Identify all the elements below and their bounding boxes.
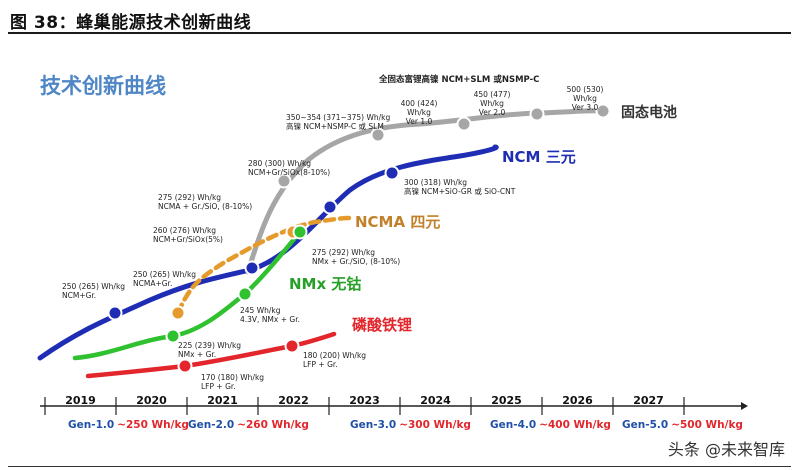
- series-0-point-0: [276, 173, 292, 189]
- top-note: 全固态富锂高镍 NCM+SLM 或NSMP-C: [378, 74, 539, 85]
- series-2-label-0: 250 (265) Wh/kg NCMA+Gr.: [133, 270, 196, 288]
- year-label-2022: 2022: [278, 394, 309, 407]
- series-0-label-0: 350~354 (371~375) Wh/kg 高镍 NCM+NSMP-C 或 S…: [286, 113, 390, 131]
- series-0-label-1: 400 (424) Wh/kg Ver 1.0: [401, 99, 438, 126]
- series-name-0: 固态电池: [621, 104, 677, 121]
- series-0-point-1: [370, 127, 386, 143]
- series-0-label-2: 450 (477) Wh/kg Ver 2.0: [474, 90, 511, 117]
- watermark: 头条 @未来智库: [667, 440, 785, 459]
- series-0-point-3: [529, 106, 545, 122]
- series-0-point-2: [456, 116, 472, 132]
- series-1-label-3: 300 (318) Wh/kg 高镍 NCM+SiO-GR 或 SiO-CNT: [404, 178, 516, 196]
- year-label-2021: 2021: [207, 394, 238, 407]
- series-3-point-0: [165, 328, 181, 344]
- series-name-3: NMx 无钴: [289, 275, 361, 293]
- series-3-label-0: 225 (239) Wh/kg NMx + Gr.: [178, 341, 241, 359]
- generation-label-4: Gen-5.0 ~500 Wh/kg: [622, 419, 743, 431]
- series-1-point-3: [384, 165, 400, 181]
- series-1-point-2: [322, 199, 338, 215]
- series-1-point-1: [244, 260, 260, 276]
- generation-label-3: Gen-4.0 ~400 Wh/kg: [490, 419, 611, 431]
- series-line-3: [72, 229, 303, 361]
- series-name-2: NCMA 四元: [355, 213, 440, 231]
- year-label-2023: 2023: [349, 394, 380, 407]
- year-label-2020: 2020: [136, 394, 167, 407]
- series-name-1: NCM 三元: [502, 148, 576, 166]
- series-3-point-1: [237, 286, 253, 302]
- series-4-label-0: 170 (180) Wh/kg LFP + Gr.: [201, 373, 264, 391]
- series-3-label-1: 245 Wh/kg 4.3V, NMx + Gr.: [240, 306, 300, 324]
- timeline-arrow: [741, 402, 748, 410]
- generation-label-2: Gen-3.0 ~300 Wh/kg: [350, 419, 471, 431]
- series-2-label-1: 275 (292) Wh/kg NCMA + Gr./SiO, (8-10%): [158, 193, 252, 211]
- generation-label-1: Gen-2.0 ~260 Wh/kg: [188, 419, 309, 431]
- series-3-label-2: 275 (292) Wh/kg NMx + Gr./SiO, (8-10%): [312, 248, 400, 266]
- generation-label-0: Gen-1.0 ~250 Wh/kg: [68, 419, 189, 431]
- series-line-4: [85, 331, 337, 379]
- year-label-2026: 2026: [562, 394, 593, 407]
- figure-footer-rule: [8, 466, 791, 467]
- year-label-2019: 2019: [65, 394, 96, 407]
- year-label-2027: 2027: [633, 394, 664, 407]
- series-1-label-1: 260 (276) Wh/kg NCM+Gr/SiOx(5%): [153, 226, 223, 244]
- series-name-4: 磷酸铁锂: [352, 316, 412, 334]
- year-label-2025: 2025: [491, 394, 522, 407]
- series-3-point-2: [292, 224, 308, 240]
- chart-title: 技术创新曲线: [40, 74, 166, 98]
- figure-header: 图 38：蜂巢能源技术创新曲线: [8, 2, 791, 34]
- series-1-label-0: 250 (265) Wh/kg NCM+Gr.: [62, 282, 125, 300]
- series-line-2: [175, 215, 353, 316]
- series-4-label-1: 180 (200) Wh/kg LFP + Gr.: [303, 351, 366, 369]
- figure-title: 图 38：蜂巢能源技术创新曲线: [10, 13, 252, 33]
- series-line-0: [245, 108, 607, 275]
- series-4-point-0: [177, 358, 193, 374]
- series-1-point-0: [107, 305, 123, 321]
- series-4-point-1: [284, 338, 300, 354]
- series-2-point-0: [170, 305, 186, 321]
- series-0-point-4: [595, 103, 611, 119]
- series-0-label-3: 500 (530) Wh/kg Ver 3.0: [567, 85, 604, 112]
- series-1-label-2: 280 (300) Wh/kg NCM+Gr/SiOx(8-10%): [248, 159, 330, 177]
- year-label-2024: 2024: [420, 394, 451, 407]
